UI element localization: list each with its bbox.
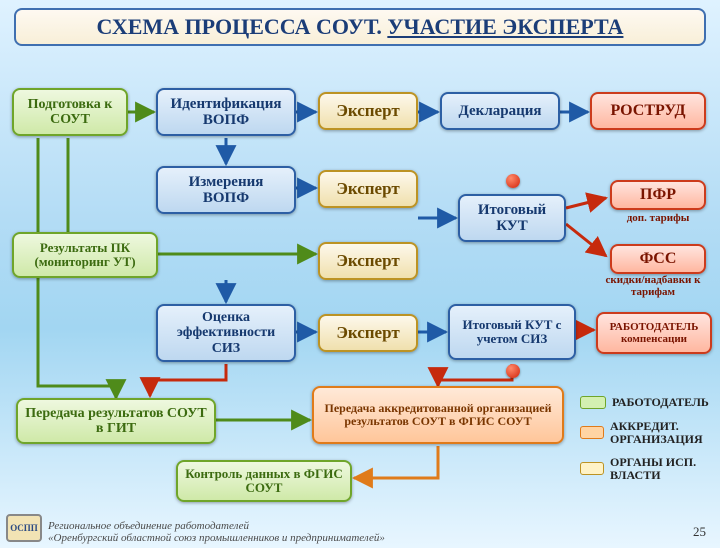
box-expert2: Эксперт — [318, 170, 418, 208]
box-pfr: ПФР — [610, 180, 706, 210]
legend-label: РАБОТОДАТЕЛЬ — [612, 396, 709, 409]
box-kutsiz: Итоговый КУТ с учетом СИЗ — [448, 304, 576, 360]
legend-swatch — [580, 426, 604, 439]
box-decl: Декларация — [440, 92, 560, 130]
legend-swatch — [580, 462, 604, 475]
box-measure: Измерения ВОПФ — [156, 166, 296, 214]
box-results: Результаты ПК (мониторинг УТ) — [12, 232, 158, 278]
box-fgis: Передача аккредитованной организацией ре… — [312, 386, 564, 444]
legend-item: АККРЕДИТ. ОРГАНИЗАЦИЯ — [580, 420, 720, 445]
box-kut: Итоговый КУТ — [458, 194, 566, 242]
box-siz: Оценка эффективности СИЗ — [156, 304, 296, 362]
subtext-pfr_sub: доп. тарифы — [606, 212, 710, 224]
connector-dot — [506, 364, 520, 378]
box-ident: Идентификация ВОПФ — [156, 88, 296, 136]
legend-label: АККРЕДИТ. ОРГАНИЗАЦИЯ — [610, 420, 720, 445]
box-expert4: Эксперт — [318, 314, 418, 352]
box-prep: Подготовка к СОУТ — [12, 88, 128, 136]
footer-line-1: Региональное объединение работодателей — [48, 520, 385, 532]
footer: Региональное объединение работодателей «… — [48, 520, 385, 544]
legend-item: РАБОТОДАТЕЛЬ — [580, 396, 709, 409]
legend-swatch — [580, 396, 606, 409]
box-fss: ФСС — [610, 244, 706, 274]
title-a: СХЕМА ПРОЦЕССА СОУТ. — [97, 14, 388, 39]
logo: ОСПП — [6, 514, 42, 542]
box-rostrud: РОСТРУД — [590, 92, 706, 130]
subtext-fss_sub: скидки/надбавки к тарифам — [592, 274, 714, 298]
box-expert3: Эксперт — [318, 242, 418, 280]
legend-item: ОРГАНЫ ИСП. ВЛАСТИ — [580, 456, 720, 481]
title-b: УЧАСТИЕ ЭКСПЕРТА — [387, 14, 623, 39]
legend-label: ОРГАНЫ ИСП. ВЛАСТИ — [610, 456, 720, 481]
box-employer: РАБОТОДАТЕЛЬ компенсации — [596, 312, 712, 354]
page-number: 25 — [693, 524, 706, 540]
footer-line-2: «Оренбургский областной союз промышленни… — [48, 532, 385, 544]
box-expert1: Эксперт — [318, 92, 418, 130]
box-control: Контроль данных в ФГИС СОУТ — [176, 460, 352, 502]
connector-dot — [506, 174, 520, 188]
box-git: Передача результатов СОУТ в ГИТ — [16, 398, 216, 444]
page-title: СХЕМА ПРОЦЕССА СОУТ. УЧАСТИЕ ЭКСПЕРТА — [14, 8, 706, 46]
